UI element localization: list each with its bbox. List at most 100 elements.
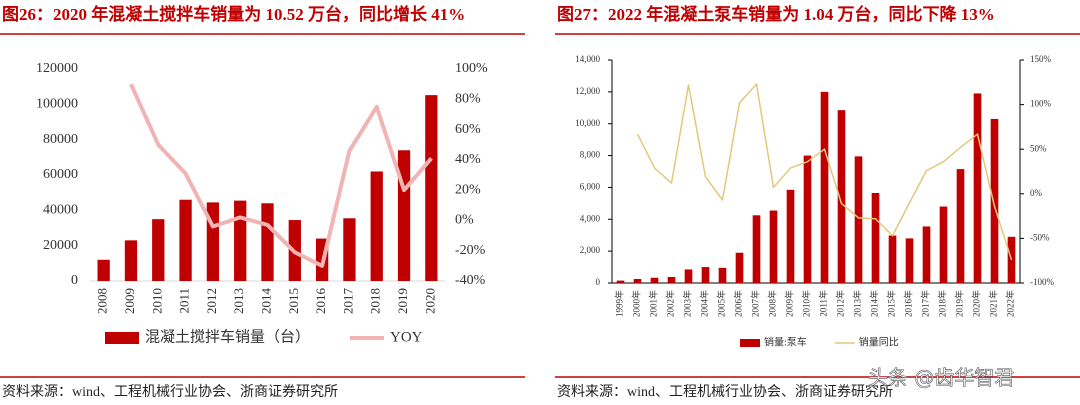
y-tick-label: 0 (596, 277, 601, 287)
y2-tick-label: 0% (1030, 188, 1043, 198)
bar (735, 252, 744, 283)
bar (888, 235, 897, 283)
line (636, 83, 1013, 261)
legend-label: YOY (390, 329, 423, 345)
y2-tick-label: -100% (1030, 277, 1054, 287)
x-tick-label: 2004年 (699, 290, 710, 317)
y2-tick-label: 100% (455, 61, 488, 76)
x-tick-label: 2003年 (682, 290, 693, 317)
x-tick-label: 2011年 (818, 290, 829, 317)
x-tick-label: 2016年 (903, 290, 914, 317)
x-tick-label: 2007年 (750, 290, 761, 317)
bar (667, 276, 676, 283)
y2-tick-label: 40% (455, 152, 481, 167)
x-tick-label: 2009年 (784, 290, 795, 317)
y-tick-label: 80000 (43, 132, 78, 147)
y-tick-label: 10,000 (575, 118, 600, 128)
y2-tick-label: -40% (455, 273, 486, 288)
y-tick-label: 40000 (43, 203, 78, 218)
x-tick-label: 2001年 (648, 290, 659, 317)
bar (616, 280, 625, 283)
x-tick-label: 2011 (177, 288, 192, 314)
y-tick-label: 120000 (36, 61, 78, 76)
bar (684, 269, 693, 283)
x-tick-label: 2020年 (971, 290, 982, 317)
x-tick-label: 2013年 (852, 290, 863, 317)
x-tick-label: 2008 (95, 288, 110, 314)
y-tick-label: 20000 (43, 238, 78, 253)
legend-label: 混凝土搅拌车销量（台） (145, 328, 310, 345)
bar (650, 277, 659, 283)
y2-tick-label: -50% (1030, 232, 1050, 242)
x-tick-label: 2012 (204, 288, 219, 314)
y-tick-label: 2,000 (580, 245, 601, 255)
legend-swatch (105, 332, 139, 344)
y2-tick-label: 50% (1030, 143, 1047, 153)
y-tick-label: 0 (71, 273, 78, 288)
x-tick-label: 2021年 (988, 290, 999, 317)
x-tick-label: 2015年 (886, 290, 897, 317)
y-tick-label: 100000 (36, 97, 78, 112)
bar (871, 193, 880, 283)
y2-tick-label: 80% (455, 92, 481, 107)
y-tick-label: 4,000 (580, 213, 601, 223)
y-tick-label: 12,000 (575, 86, 600, 96)
bar (769, 210, 778, 283)
x-tick-label: 1999年 (614, 290, 625, 317)
chart-title: 图27：2022 年混凝土泵车销量为 1.04 万台，同比下降 13% (557, 4, 995, 24)
bar (701, 267, 710, 283)
y2-tick-label: 100% (1030, 99, 1052, 109)
bar (939, 206, 948, 283)
bar (922, 226, 931, 283)
source: 资料来源：wind、工程机械行业协会、浙商证券研究所 (557, 384, 893, 400)
bar (152, 219, 165, 281)
watermark: 头条 @齿华智君 (868, 366, 1014, 390)
bar (633, 279, 642, 283)
bar (124, 240, 138, 281)
x-tick-label: 2017 (340, 288, 355, 315)
y2-tick-label: 20% (455, 182, 481, 197)
x-tick-label: 2015 (286, 288, 301, 314)
bar (1007, 236, 1016, 283)
x-tick-label: 2002年 (665, 290, 676, 317)
bar (343, 218, 356, 281)
y-tick-label: 6,000 (580, 181, 601, 191)
bar (234, 200, 247, 281)
bar (854, 156, 863, 283)
x-tick-label: 2019年 (954, 290, 965, 317)
y2-tick-label: 0% (455, 213, 474, 228)
bar (397, 150, 411, 281)
legend-label: 销量同比 (859, 335, 899, 348)
x-tick-label: 2018年 (937, 290, 948, 317)
chart-title: 图26：2020 年混凝土搅拌车销量为 10.52 万台，同比增长 41% (2, 4, 465, 24)
bar (956, 169, 965, 283)
legend-swatch (740, 339, 760, 347)
bar (973, 93, 982, 283)
x-tick-label: 2013 (231, 288, 246, 314)
x-tick-label: 2005年 (716, 290, 727, 317)
x-tick-label: 2014年 (869, 290, 880, 317)
bar (820, 91, 829, 283)
y2-tick-label: 60% (455, 122, 481, 137)
bar (905, 238, 914, 283)
bar (718, 267, 727, 283)
y2-tick-label: 150% (1030, 54, 1052, 64)
x-tick-label: 2008年 (767, 290, 778, 317)
x-tick-label: 2019 (395, 288, 410, 314)
bar (752, 215, 761, 283)
x-tick-label: 2017年 (920, 290, 931, 317)
x-tick-label: 2014 (258, 288, 273, 315)
legend-label: 销量:泵车 (764, 335, 807, 348)
x-tick-label: 2010 (149, 288, 164, 314)
x-tick-label: 2012年 (835, 290, 846, 317)
y-tick-label: 60000 (43, 167, 78, 182)
x-tick-label: 2016 (313, 288, 328, 315)
bar (803, 155, 812, 283)
y-tick-label: 14,000 (575, 54, 600, 64)
bar (261, 203, 274, 281)
source: 资料来源：wind、工程机械行业协会、浙商证券研究所 (2, 384, 338, 400)
x-tick-label: 2000年 (631, 290, 642, 317)
bar (425, 95, 438, 281)
bar (837, 110, 846, 283)
